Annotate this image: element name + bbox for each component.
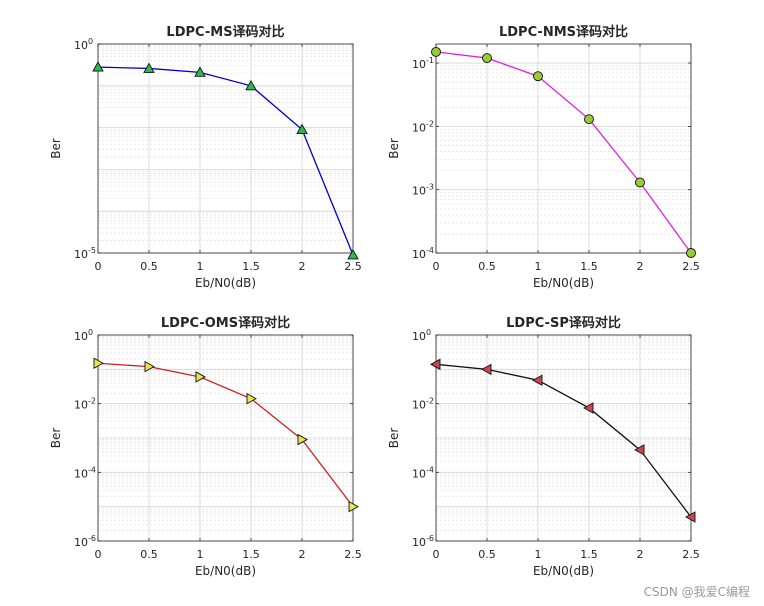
x-tick-label: 0 (95, 548, 102, 561)
series-line (97, 362, 354, 508)
chart-title: LDPC-SP译码对比 (506, 315, 621, 331)
plot-area (98, 44, 353, 253)
data-point (92, 61, 104, 72)
y-axis-label: Ber (49, 428, 63, 449)
y-tick-label: 10-1 (412, 56, 434, 71)
y-tick-label: 10-6 (74, 534, 96, 549)
x-tick-label: 1.5 (242, 260, 260, 273)
y-tick-label: 100 (412, 328, 431, 343)
axes-frame (97, 43, 354, 254)
series-line (97, 66, 354, 256)
x-tick-label: 0 (95, 260, 102, 273)
y-tick-label: 10-4 (412, 465, 434, 480)
chart-2: 0 0.5 1 1.5 2 2.5 10-1 10-2 10-3 10-4 LDPC-NMS译码对比… (387, 24, 700, 290)
y-tick-label: 10-2 (412, 119, 434, 134)
chart-3: 0 0.5 1 1.5 2 2.5 100 10-2 10-4 10-6 LDPC-OMS译码对比 E… (49, 315, 362, 578)
data-point (533, 71, 543, 82)
x-tick-label: 2.5 (344, 260, 362, 273)
x-tick-label: 2 (299, 260, 306, 273)
data-point (296, 123, 308, 134)
axes-frame (435, 43, 692, 254)
x-tick-label: 2 (637, 548, 644, 561)
data-point (635, 177, 645, 188)
x-axis-label: Eb/N0(dB) (195, 276, 256, 290)
data-point (195, 371, 206, 383)
series-line (435, 51, 692, 254)
data-point (194, 66, 206, 77)
x-tick-label: 1.5 (580, 548, 598, 561)
x-axis-label: Eb/N0(dB) (533, 564, 594, 578)
grid (435, 44, 692, 254)
x-axis-label: Eb/N0(dB) (195, 564, 256, 578)
x-tick-label: 0 (433, 260, 440, 273)
x-tick-label: 0.5 (140, 548, 158, 561)
y-tick-label: 10-3 (412, 183, 434, 198)
data-point (430, 358, 441, 371)
data-point (634, 444, 645, 456)
chart-title: LDPC-MS译码对比 (166, 24, 284, 40)
data-point (481, 363, 492, 376)
x-tick-label: 1 (535, 260, 542, 273)
y-tick-label: 10-5 (74, 246, 96, 261)
x-tick-label: 0 (433, 548, 440, 561)
y-tick-label: 10-4 (412, 246, 434, 261)
data-point (532, 374, 543, 387)
grid (435, 334, 692, 542)
chart-title: LDPC-NMS译码对比 (499, 24, 628, 40)
x-tick-label: 2.5 (344, 548, 362, 561)
data-point (482, 53, 492, 63)
y-tick-label: 100 (74, 37, 93, 52)
x-tick-label: 1.5 (242, 548, 260, 561)
data-point (297, 433, 308, 446)
x-tick-label: 0.5 (140, 260, 158, 273)
y-axis-label: Ber (387, 138, 401, 159)
chart-4: 0 0.5 1 1.5 2 2.5 100 10-2 10-4 10-6 LDPC-SP译码对比 Eb… (387, 315, 700, 578)
data-point (144, 360, 155, 373)
y-tick-label: 10-6 (412, 534, 434, 549)
data-point (93, 357, 104, 370)
data-point (245, 79, 257, 91)
y-tick-label: 10-2 (74, 397, 96, 412)
x-tick-label: 0.5 (478, 548, 496, 561)
chart-1: 0 0.5 1 1.5 2 2.5 100 10-5 LDPC-MS译码对比 Eb/N0(dB) B… (49, 24, 362, 290)
chart-title: LDPC-OMS译码对比 (161, 315, 290, 331)
x-tick-label: 1 (197, 548, 204, 561)
x-tick-label: 2.5 (682, 260, 700, 273)
data-point (246, 392, 257, 405)
data-point (583, 402, 594, 414)
x-tick-label: 2.5 (682, 548, 700, 561)
x-axis-label: Eb/N0(dB) (533, 276, 594, 290)
x-tick-label: 0.5 (478, 260, 496, 273)
data-point (347, 248, 359, 260)
axes-frame (97, 334, 354, 542)
x-tick-label: 1 (535, 548, 542, 561)
watermark: CSDN @我爱C编程 (643, 585, 750, 599)
x-tick-label: 1 (197, 260, 204, 273)
y-axis-label: Ber (49, 138, 63, 159)
x-tick-label: 2 (637, 260, 644, 273)
plot-area (436, 44, 691, 253)
x-tick-label: 2 (299, 548, 306, 561)
y-tick-label: 10-4 (74, 465, 96, 480)
y-tick-label: 100 (74, 328, 93, 343)
data-point (348, 500, 359, 513)
data-point (431, 46, 441, 57)
data-point (686, 248, 696, 258)
y-axis-label: Ber (387, 428, 401, 449)
x-tick-label: 1.5 (580, 260, 598, 273)
y-tick-label: 10-2 (412, 397, 434, 412)
data-point (143, 62, 155, 73)
axes-frame (435, 334, 692, 542)
data-point (584, 114, 594, 125)
data-point (685, 511, 696, 523)
series-line (435, 363, 692, 518)
